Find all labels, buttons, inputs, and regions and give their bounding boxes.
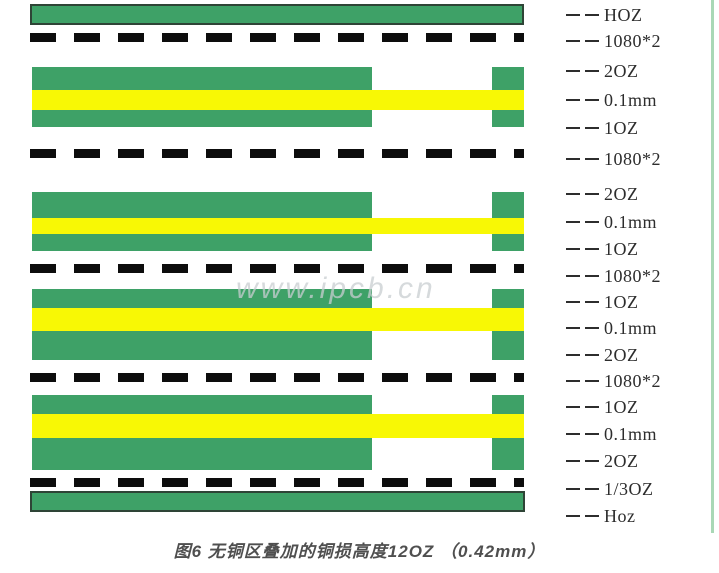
- layer-label-row: 2OZ: [566, 60, 639, 82]
- figure-caption: 图6 无铜区叠加的铜损高度12OZ （0.42mm）: [173, 542, 546, 561]
- label-leader-dashes: [566, 380, 600, 382]
- copper-layer-left-top: [32, 395, 372, 414]
- label-leader-dashes: [566, 275, 600, 277]
- layer-label: 1OZ: [604, 292, 639, 312]
- bottom-plate: [30, 491, 525, 512]
- label-leader-dashes: [566, 127, 600, 129]
- layer-label: HOZ: [604, 5, 643, 25]
- copper-pad-right-top: [492, 289, 524, 308]
- layer-label-row: 0.1mm: [566, 423, 657, 445]
- layer-label: 2OZ: [604, 61, 639, 81]
- label-leader-dashes: [566, 14, 600, 16]
- copper-layer-left-top: [32, 67, 372, 90]
- prepreg-dash-line: [30, 33, 524, 42]
- copper-layer-left-bottom: [32, 110, 372, 127]
- label-leader-dashes: [566, 460, 600, 462]
- label-leader-dashes: [566, 327, 600, 329]
- label-leader-dashes: [566, 99, 600, 101]
- label-leader-dashes: [566, 515, 600, 517]
- copper-layer-left-bottom: [32, 234, 372, 251]
- prepreg-dash-line: [30, 478, 524, 487]
- layer-label: Hoz: [604, 506, 636, 526]
- layer-label: 1OZ: [604, 118, 639, 138]
- prepreg-dash-line: [30, 264, 524, 273]
- layer-label-row: 1/3OZ: [566, 478, 654, 500]
- layer-label-row: 2OZ: [566, 183, 639, 205]
- core-yellow-layer: [32, 414, 524, 438]
- layer-label-row: 0.1mm: [566, 211, 657, 233]
- layer-label-row: 0.1mm: [566, 317, 657, 339]
- layer-label: 2OZ: [604, 345, 639, 365]
- layer-label: 0.1mm: [604, 212, 658, 232]
- layer-label: 1OZ: [604, 397, 639, 417]
- layer-label-row: HOZ: [566, 4, 643, 26]
- copper-layer-left-top: [32, 289, 372, 308]
- label-leader-dashes: [566, 221, 600, 223]
- photo-edge-line: [711, 0, 714, 533]
- copper-pad-right-bottom: [492, 110, 524, 127]
- label-leader-dashes: [566, 248, 600, 250]
- label-leader-dashes: [566, 301, 600, 303]
- core-yellow-layer: [32, 218, 524, 234]
- layer-label-row: 0.1mm: [566, 89, 657, 111]
- label-leader-dashes: [566, 354, 600, 356]
- copper-pad-right-top: [492, 67, 524, 90]
- layer-label-row: 1080*2: [566, 265, 661, 287]
- layer-label-row: 2OZ: [566, 344, 639, 366]
- copper-layer-left-top: [32, 192, 372, 218]
- prepreg-dash-line: [30, 149, 524, 158]
- copper-pad-right-bottom: [492, 438, 524, 470]
- layer-label: 2OZ: [604, 451, 639, 471]
- layer-label: 1080*2: [604, 149, 661, 169]
- layer-label: 0.1mm: [604, 318, 658, 338]
- label-leader-dashes: [566, 40, 600, 42]
- layer-label-row: 1OZ: [566, 291, 639, 313]
- label-leader-dashes: [566, 488, 600, 490]
- layer-label-row: 1OZ: [566, 117, 639, 139]
- copper-layer-left-bottom: [32, 331, 372, 360]
- core-yellow-layer: [32, 90, 524, 110]
- label-leader-dashes: [566, 193, 600, 195]
- layer-label: 1080*2: [604, 31, 661, 51]
- layer-label: 1OZ: [604, 239, 639, 259]
- layer-label: 2OZ: [604, 184, 639, 204]
- layer-label-row: 1080*2: [566, 30, 661, 52]
- prepreg-dash-line: [30, 373, 524, 382]
- layer-label: 1080*2: [604, 371, 661, 391]
- core-yellow-layer: [32, 308, 524, 331]
- label-leader-dashes: [566, 158, 600, 160]
- copper-pad-right-top: [492, 395, 524, 414]
- copper-layer-left-bottom: [32, 438, 372, 470]
- layer-label-row: 1OZ: [566, 238, 639, 260]
- copper-pad-right-bottom: [492, 234, 524, 251]
- layer-label-row: 1080*2: [566, 148, 661, 170]
- layer-label: 0.1mm: [604, 90, 658, 110]
- copper-pad-right-top: [492, 192, 524, 218]
- label-leader-dashes: [566, 433, 600, 435]
- layer-label-row: 1OZ: [566, 396, 639, 418]
- copper-pad-right-bottom: [492, 331, 524, 360]
- layer-label: 0.1mm: [604, 424, 658, 444]
- layer-label-row: 1080*2: [566, 370, 661, 392]
- label-leader-dashes: [566, 70, 600, 72]
- layer-label-row: Hoz: [566, 505, 636, 527]
- label-leader-dashes: [566, 406, 600, 408]
- layer-label-row: 2OZ: [566, 450, 639, 472]
- layer-label: 1080*2: [604, 266, 661, 286]
- top-plate: [30, 4, 524, 25]
- layer-label: 1/3OZ: [604, 479, 654, 499]
